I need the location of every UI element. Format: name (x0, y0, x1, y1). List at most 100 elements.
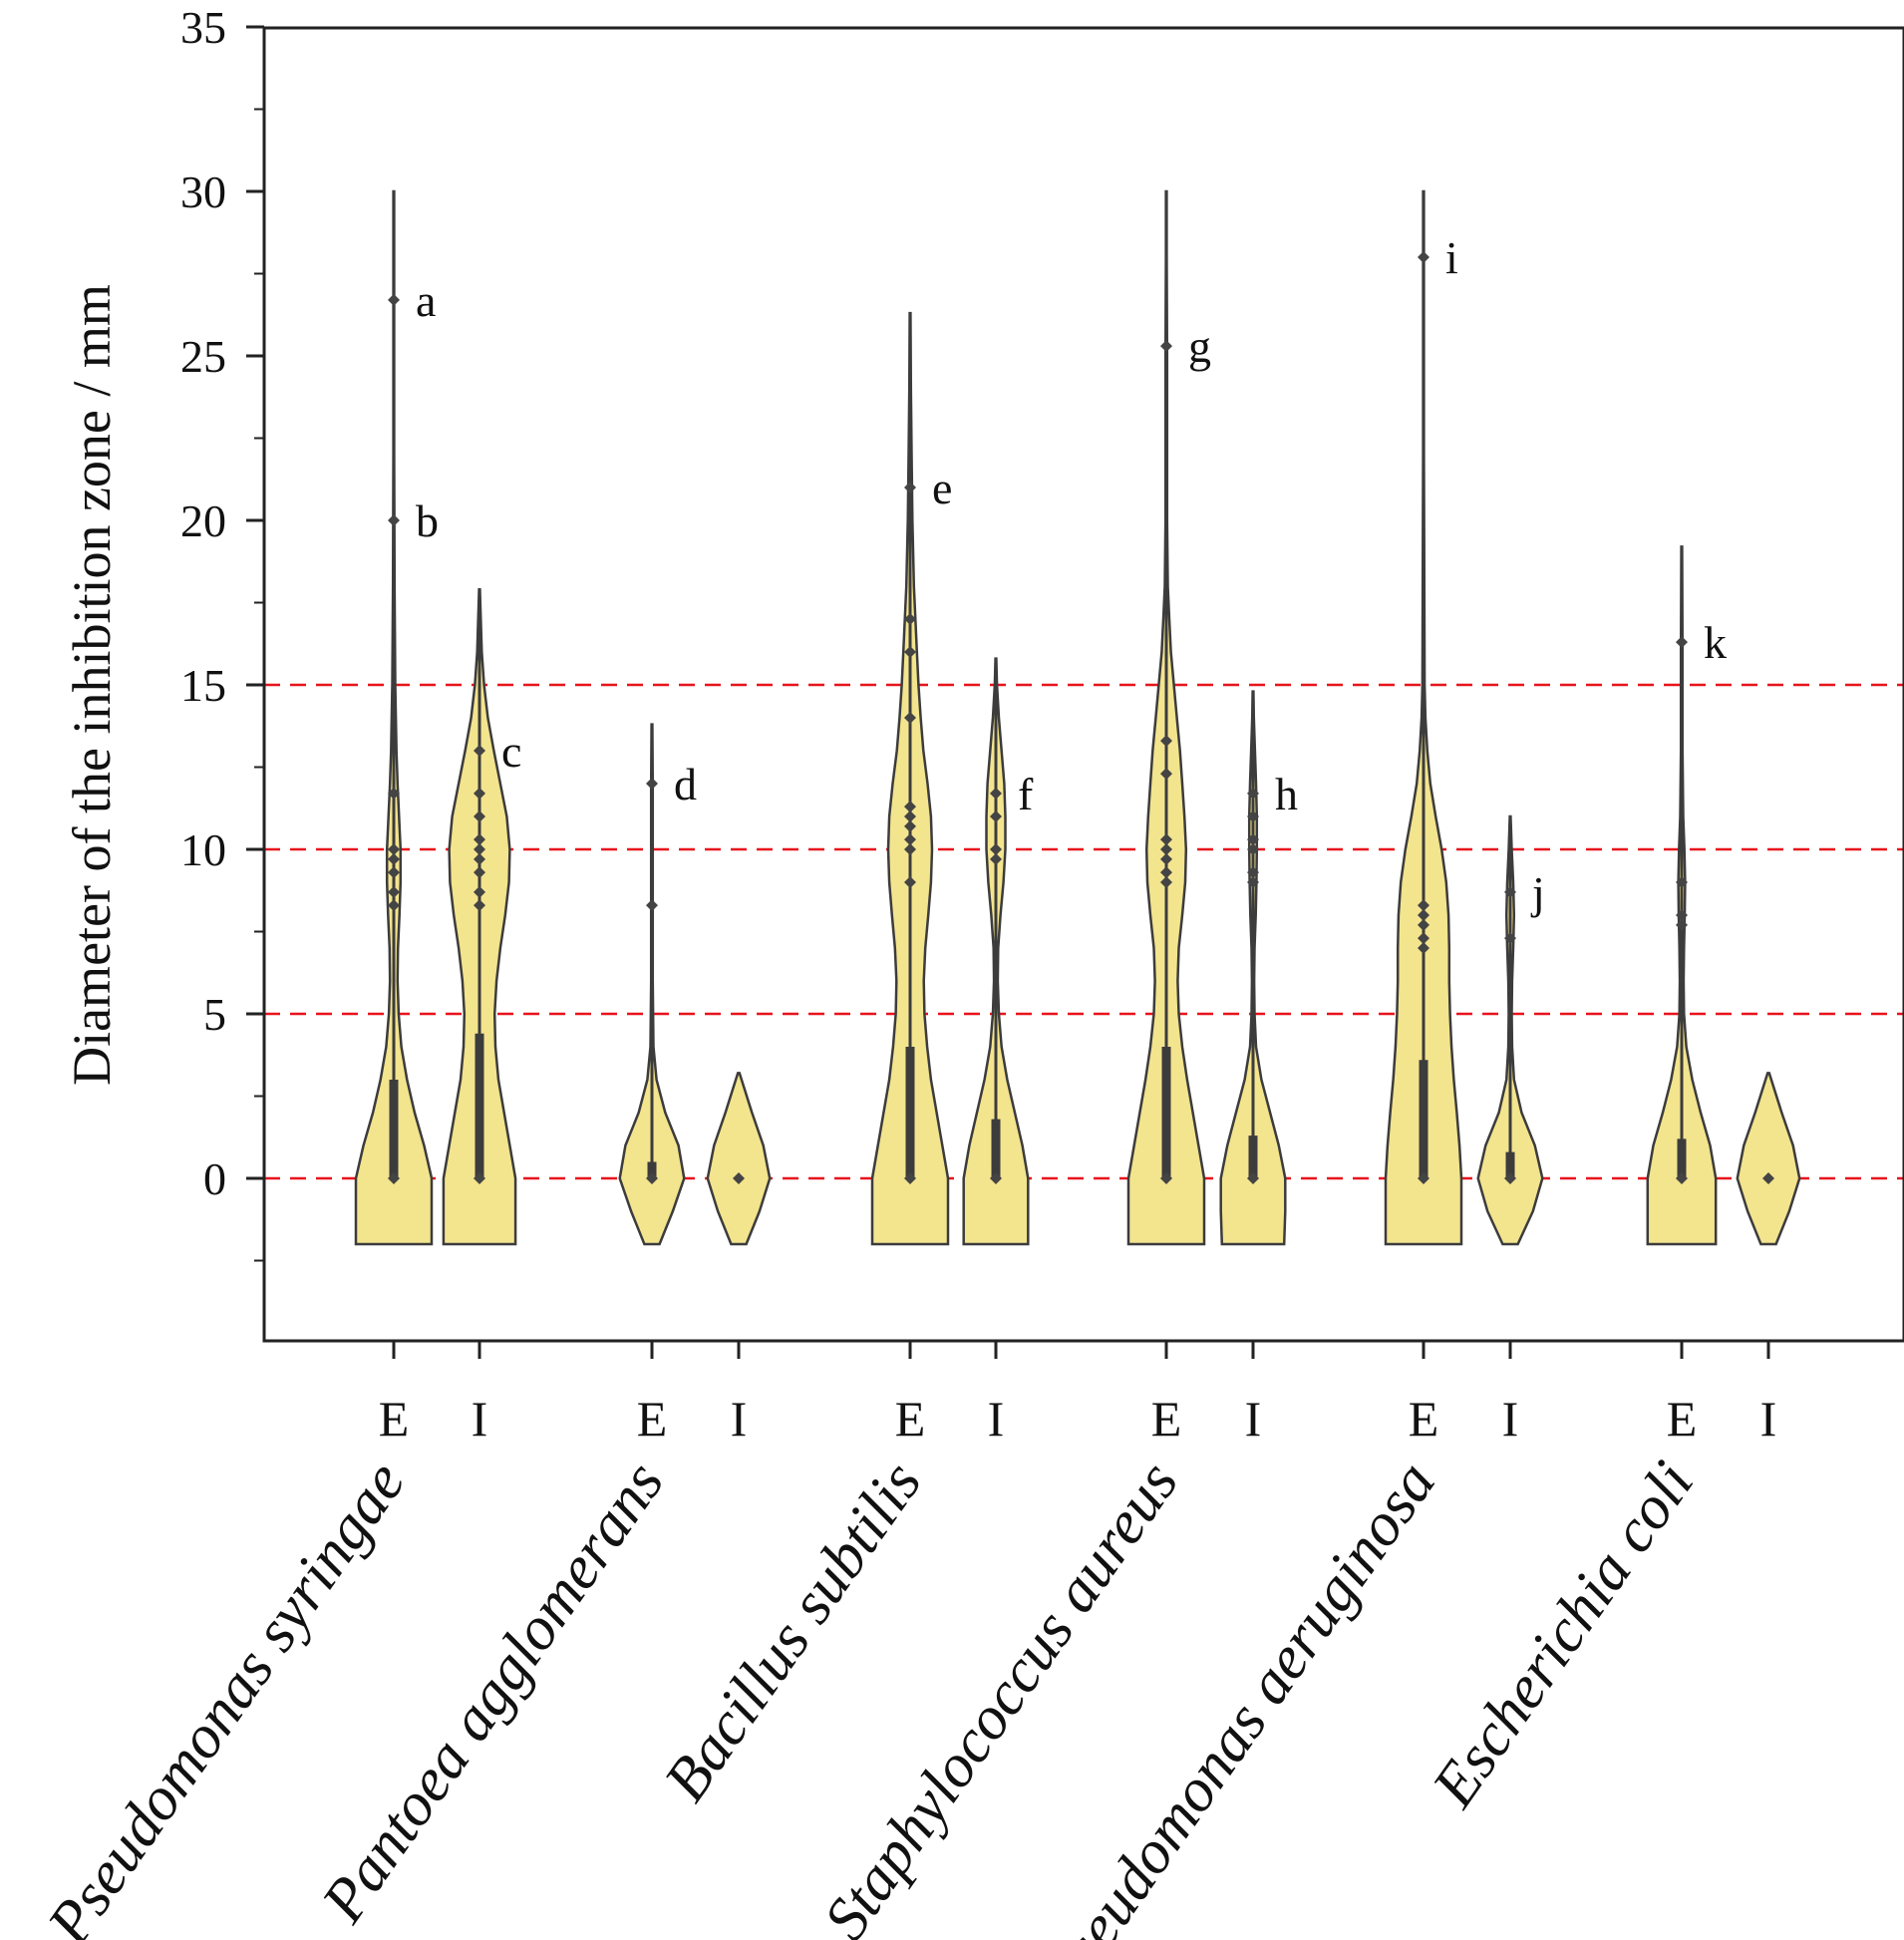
data-point (1160, 866, 1172, 879)
data-point (904, 801, 916, 813)
data-point (1504, 885, 1516, 898)
data-point (1160, 833, 1172, 846)
group-label: I (1760, 1391, 1777, 1447)
data-point (388, 1172, 400, 1184)
data-point (990, 810, 1002, 822)
group-label: I (1502, 1391, 1519, 1447)
data-point (990, 843, 1002, 855)
data-point (474, 852, 485, 865)
y-tick-label: 20 (180, 495, 226, 546)
data-point (1504, 1172, 1516, 1184)
y-tick-label: 30 (180, 166, 226, 217)
species-label: Bacillus subtilis (652, 1450, 935, 1813)
data-point (904, 833, 916, 846)
data-point (904, 646, 916, 658)
violin-body (1736, 1072, 1801, 1246)
species-label: Escherichia coli (1420, 1450, 1707, 1819)
data-point (904, 613, 916, 625)
data-point (1418, 942, 1429, 954)
annotation-label: k (1704, 617, 1727, 668)
data-point (1762, 1172, 1774, 1184)
data-point (1247, 810, 1259, 822)
data-point (904, 819, 916, 832)
data-point (1160, 1172, 1172, 1184)
data-point (388, 787, 400, 800)
data-point (1160, 340, 1172, 353)
annotation-label: h (1275, 769, 1298, 819)
data-point (1418, 899, 1429, 912)
data-point (1418, 1172, 1429, 1184)
data-point (474, 899, 485, 912)
data-point (1247, 866, 1259, 879)
group-label: E (637, 1391, 668, 1447)
data-point (1418, 918, 1429, 931)
data-point (1676, 1172, 1688, 1184)
data-point (904, 712, 916, 724)
group-label: I (731, 1391, 748, 1447)
data-point (990, 1172, 1002, 1184)
violin-body (706, 1072, 772, 1246)
data-point (904, 810, 916, 822)
group-label: E (1151, 1391, 1182, 1447)
data-point (1160, 735, 1172, 748)
y-tick-label: 10 (180, 824, 226, 875)
annotation-label: i (1445, 232, 1458, 283)
data-point (474, 885, 485, 898)
annotation-label: d (674, 759, 697, 809)
data-point (1676, 636, 1688, 649)
violins: a b c d e f g h i j k (354, 189, 1801, 1246)
data-point (1504, 932, 1516, 945)
data-point (646, 778, 658, 790)
data-point (1418, 251, 1429, 263)
data-point (1160, 852, 1172, 865)
data-point (388, 293, 400, 306)
data-point (1160, 768, 1172, 781)
data-point (474, 1172, 485, 1184)
y-axis-label: Diameter of the inhibition zone / mm (62, 284, 122, 1086)
y-tick-label: 35 (180, 2, 226, 53)
group-label: E (895, 1391, 926, 1447)
y-tick-label: 15 (180, 660, 226, 711)
data-point (1247, 833, 1259, 846)
data-point (1676, 876, 1688, 888)
data-point (1247, 876, 1259, 888)
data-point (990, 852, 1002, 865)
data-point (1676, 909, 1688, 921)
data-point (1160, 876, 1172, 888)
group-label: E (1409, 1391, 1439, 1447)
annotation-label: a (416, 275, 436, 326)
y-tick-label: 0 (203, 1153, 226, 1204)
data-point (474, 810, 485, 822)
data-point (474, 833, 485, 846)
data-point (1418, 932, 1429, 945)
data-point (1247, 787, 1259, 800)
data-point (1676, 918, 1688, 931)
data-point (474, 843, 485, 855)
data-point (904, 482, 916, 493)
data-point (474, 745, 485, 757)
data-point (646, 899, 658, 912)
data-point (474, 787, 485, 800)
data-point (388, 843, 400, 855)
annotation-label: j (1530, 867, 1545, 918)
data-point (1160, 843, 1172, 855)
data-point (1247, 843, 1259, 855)
annotation-label: b (416, 495, 439, 546)
group-label: E (379, 1391, 410, 1447)
group-label: I (1245, 1391, 1262, 1447)
annotation-label: f (1018, 769, 1034, 819)
data-point (388, 899, 400, 912)
group-label: I (472, 1391, 488, 1447)
data-point (646, 1172, 658, 1184)
data-point (388, 866, 400, 879)
data-point (904, 1172, 916, 1184)
y-tick-label: 25 (180, 331, 226, 382)
data-point (733, 1172, 745, 1184)
data-point (990, 787, 1002, 800)
annotation-label: c (501, 726, 521, 777)
data-point (1418, 909, 1429, 921)
reference-lines (264, 683, 1904, 1180)
data-point (904, 876, 916, 888)
